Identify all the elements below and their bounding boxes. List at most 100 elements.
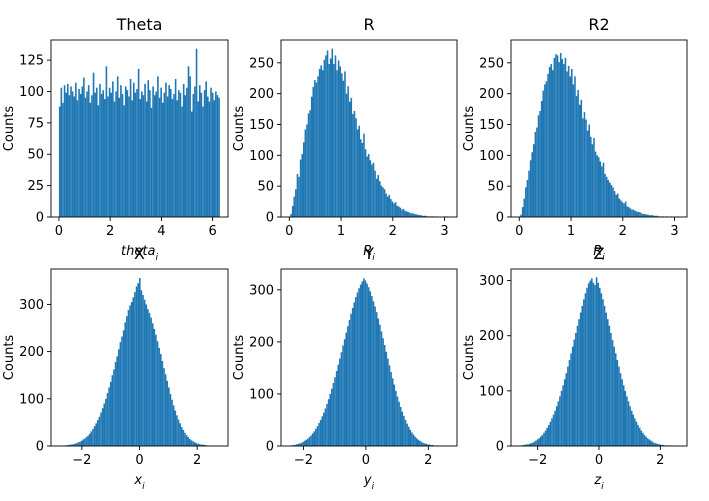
histogram-bar (332, 383, 335, 446)
histogram-bar (316, 426, 319, 446)
histogram-bar (367, 287, 370, 446)
histogram-bar (156, 341, 159, 446)
histogram-bar (651, 215, 654, 217)
histogram-bar (89, 102, 92, 217)
histogram-bar (216, 95, 219, 217)
histogram-bar (591, 144, 594, 217)
histogram-bar (529, 160, 532, 217)
subplot-r: 0 1 2 3 0 50 100 150 200 250 R Counts Ri (232, 15, 458, 263)
histogram-bar (158, 347, 160, 446)
y-tick-label: 100 (479, 149, 504, 164)
histogram-bar (398, 401, 400, 446)
histogram-bar (129, 305, 131, 446)
histogram-bar (574, 76, 576, 217)
histogram-bar (126, 316, 128, 446)
histogram-bar (121, 336, 123, 446)
histogram-bar (87, 435, 89, 446)
y-axis-label: Counts (2, 106, 17, 152)
histogram-bar (128, 96, 130, 217)
histogram-bar (648, 439, 651, 446)
histogram-bar (331, 48, 334, 217)
histogram-bar (301, 154, 303, 217)
y-tick-label: 0 (266, 440, 274, 455)
histogram-bar (621, 379, 623, 446)
histogram-bar (580, 99, 583, 217)
histogram-bar (200, 92, 203, 217)
histogram-bar (396, 205, 399, 217)
histogram-bar (329, 58, 332, 217)
histogram-bar (318, 68, 321, 218)
histogram-bar (88, 433, 91, 446)
histogram-bar (153, 95, 156, 217)
y-tick-label: 100 (19, 392, 44, 407)
histogram-bar (380, 331, 383, 446)
histogram-bar (172, 405, 175, 446)
histogram-bar (309, 110, 311, 217)
histogram-bar (168, 387, 170, 446)
histogram-bar (163, 368, 165, 446)
histogram-bar (296, 173, 299, 217)
histogram-bar (147, 309, 149, 446)
histogram-bar (547, 73, 549, 217)
histogram-bar (76, 443, 78, 446)
histogram-bar (584, 293, 587, 446)
histogram-bar (629, 406, 631, 446)
histogram-bar (583, 299, 585, 446)
histogram-bar (106, 393, 109, 446)
histogram-bar (393, 384, 396, 446)
histogram-bar (385, 193, 387, 217)
histogram-bar (593, 138, 595, 217)
histogram-bar (81, 86, 84, 217)
histogram-bar (291, 205, 294, 217)
histogram-bar (610, 184, 613, 217)
histogram-bar (194, 86, 196, 217)
histogram-bar (401, 209, 403, 217)
histogram-bar (137, 283, 139, 446)
histogram-bar (618, 198, 621, 217)
histogram-bar (129, 78, 132, 217)
histogram-bar (600, 293, 603, 446)
histogram-bar (127, 310, 130, 446)
y-tick-label: 200 (249, 87, 274, 102)
histogram-bar (176, 100, 179, 217)
histogram-bar (343, 339, 346, 446)
y-axis-label: Counts (462, 335, 477, 381)
histogram-bar (202, 106, 204, 217)
histogram-bar (383, 189, 386, 217)
histogram-bar (653, 215, 655, 217)
histogram-bar (555, 406, 558, 446)
histogram-bar (79, 441, 81, 446)
histogram-bar (143, 299, 146, 446)
histogram-bar (363, 133, 365, 217)
histogram-bar (566, 71, 568, 217)
histogram-bar (418, 215, 421, 217)
histogram-bar (66, 445, 68, 446)
x-tick-label: 2 (389, 224, 397, 239)
histogram-bar (120, 85, 122, 217)
subplot-z: −2 0 2 0 100 200 300 Z Counts zi (462, 244, 688, 492)
histogram-bar (404, 419, 407, 446)
y-axis-label: Counts (2, 335, 17, 381)
histogram-bar (613, 346, 615, 446)
y-axis-label: Counts (232, 106, 247, 152)
histogram-bar (142, 95, 145, 217)
histogram-bar (303, 440, 306, 446)
histogram-bar (363, 278, 365, 446)
histogram-bar (531, 152, 533, 217)
y-tick-label: 0 (36, 440, 44, 455)
histogram-bar (161, 361, 164, 446)
histogram-bar (601, 166, 603, 217)
histogram-bar (193, 442, 196, 446)
histogram-bar (642, 213, 644, 217)
histogram-bar (331, 388, 333, 446)
histogram-bar (319, 419, 322, 446)
histogram-bar (611, 340, 614, 446)
histogram-bar (328, 64, 330, 217)
histogram-bar (645, 214, 648, 217)
histogram-bar (409, 429, 412, 446)
histogram-bar (597, 282, 599, 446)
histogram-bar (323, 59, 326, 217)
histogram-bar (312, 86, 315, 218)
histogram-bar (145, 304, 148, 446)
histogram-bar (413, 213, 416, 217)
